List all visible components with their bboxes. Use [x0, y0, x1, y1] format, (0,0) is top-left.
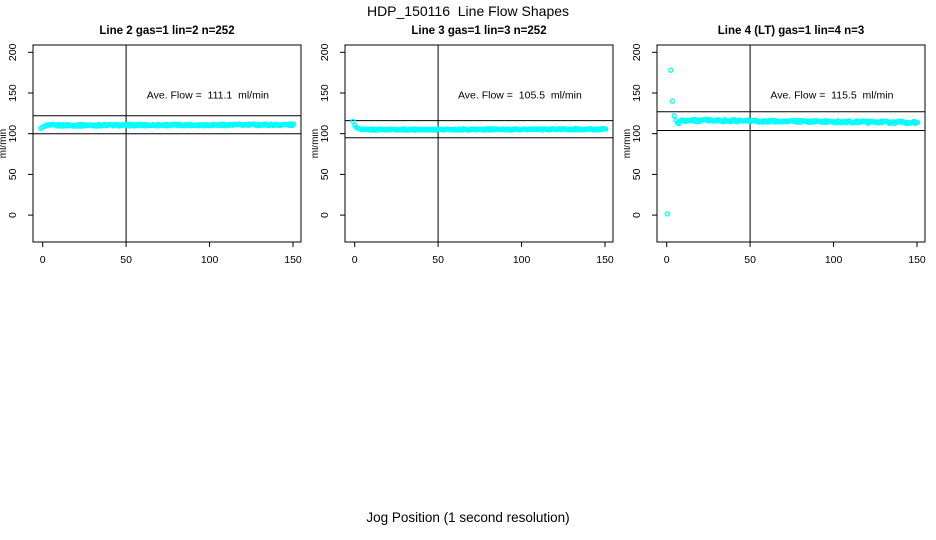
- y-axis-tick-label: 0: [631, 212, 643, 218]
- average-flow-annotation: Ave. Flow = 111.1 ml/min: [147, 90, 269, 102]
- y-axis-tick-label: 150: [631, 84, 643, 102]
- y-axis-tick-label: 0: [319, 212, 331, 218]
- data-point: [664, 211, 671, 217]
- x-axis-tick-label: 50: [120, 254, 132, 266]
- y-axis-tick-label: 100: [631, 125, 643, 143]
- average-flow-annotation: Ave. Flow = 115.5 ml/min: [770, 90, 893, 102]
- plot-box: [656, 44, 926, 243]
- panel-chart-line-4: 0 50 100 150 0 50 100 150 200 ml/min Line 4 (LT) g…: [624, 25, 926, 266]
- data-point: [915, 119, 921, 126]
- y-axis-tick-label: 150: [7, 84, 19, 102]
- x-axis-tick-label: 100: [201, 254, 219, 266]
- y-axis-tick-label: 50: [319, 168, 331, 180]
- figure-title: HDP_150116 Line Flow Shapes: [366, 3, 570, 19]
- panel-title: Line 2 gas=1 lin=2 n=252: [99, 25, 234, 37]
- x-axis-tick-label: 150: [284, 254, 302, 266]
- y-axis-tick-label: 0: [7, 212, 19, 218]
- plot-box: [344, 44, 614, 243]
- plot-box: [32, 44, 302, 243]
- x-axis-label: Jog Position (1 second resolution): [366, 510, 570, 525]
- data-point: [291, 121, 297, 127]
- x-axis-tick-label: 100: [513, 254, 531, 266]
- x-axis-tick-label: 100: [825, 254, 843, 266]
- y-axis-tick-label: 200: [631, 43, 643, 61]
- data-point: [671, 113, 677, 119]
- x-axis-tick-label: 150: [596, 254, 614, 266]
- data-point: [668, 67, 674, 73]
- y-axis-title: ml/min: [0, 129, 9, 158]
- y-axis-tick-label: 150: [319, 84, 331, 102]
- y-axis-title: ml/min: [312, 129, 321, 158]
- y-axis-tick-label: 50: [631, 168, 643, 180]
- y-axis-tick-label: 100: [7, 125, 19, 143]
- x-axis-tick-label: 0: [40, 254, 46, 266]
- y-axis-title: ml/min: [624, 129, 633, 158]
- x-axis-tick-label: 50: [744, 254, 756, 266]
- y-axis-tick-label: 100: [319, 125, 331, 143]
- panel-chart-line-2: 0 50 100 150 0 50 100 150 200 ml/min Line 2 gas=1 …: [0, 25, 302, 266]
- y-axis-tick-label: 200: [319, 43, 331, 61]
- y-axis-tick-label: 200: [7, 43, 19, 61]
- data-point: [603, 126, 609, 132]
- x-axis-tick-label: 150: [908, 254, 926, 266]
- data-point: [669, 98, 676, 104]
- y-axis-tick-label: 50: [7, 168, 19, 180]
- panel-title: Line 4 (LT) gas=1 lin=4 n=3: [718, 25, 864, 37]
- x-axis-tick-label: 50: [432, 254, 444, 266]
- x-axis-tick-label: 0: [664, 254, 670, 266]
- x-axis-tick-label: 0: [352, 254, 358, 266]
- panel-title: Line 3 gas=1 lin=3 n=252: [411, 25, 546, 37]
- average-flow-annotation: Ave. Flow = 105.5 ml/min: [458, 90, 582, 102]
- panel-chart-line-3: 0 50 100 150 0 50 100 150 200 ml/min Line 3 gas=1 …: [312, 25, 614, 266]
